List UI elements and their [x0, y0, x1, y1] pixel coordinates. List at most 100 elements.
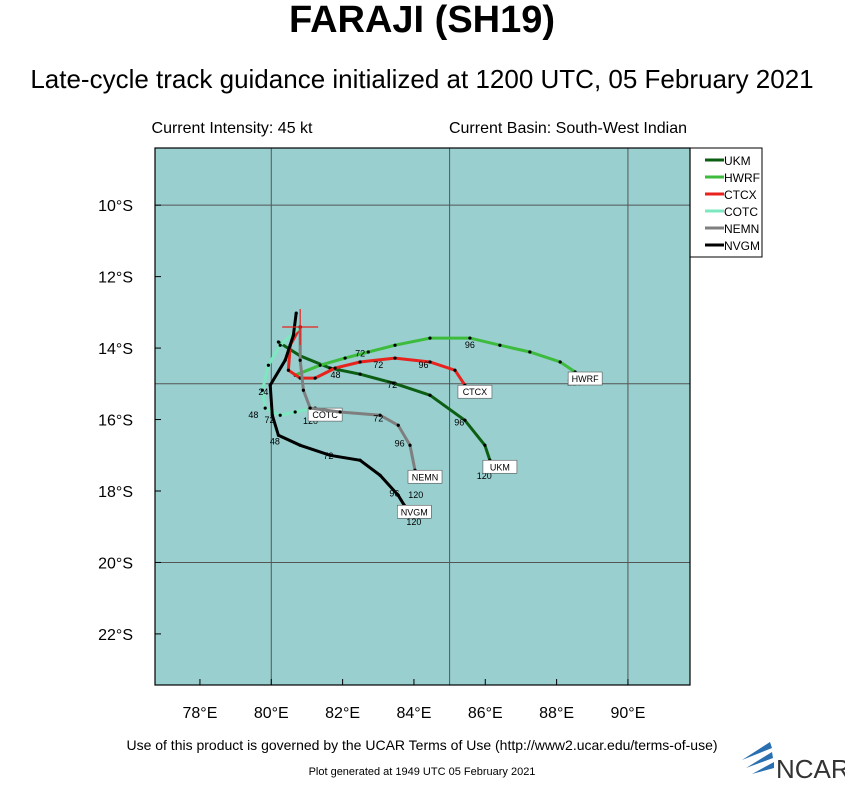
- hour-label: 72: [355, 348, 365, 358]
- track-point: [263, 406, 267, 410]
- y-tick-label: 16°S: [98, 413, 133, 430]
- track-point: [366, 350, 370, 354]
- legend-label: HWRF: [724, 171, 760, 185]
- hour-label: 48: [248, 410, 258, 420]
- track-point: [276, 340, 281, 344]
- hour-label: 96: [395, 438, 405, 448]
- x-tick-label: 86°E: [468, 705, 503, 722]
- track-point: [308, 406, 312, 410]
- track-point: [558, 360, 562, 364]
- x-tick-label: 88°E: [539, 705, 574, 722]
- track-point: [408, 443, 412, 447]
- title: FARAJI (SH19): [289, 0, 555, 41]
- hour-label: 48: [270, 437, 280, 447]
- track-point: [358, 360, 362, 364]
- basin: Current Basin: South-West Indian: [449, 120, 687, 137]
- x-tick-label: 84°E: [397, 705, 432, 722]
- hour-label: 120: [477, 471, 492, 481]
- track-point: [278, 343, 282, 347]
- track-name: NEMN: [412, 472, 439, 482]
- track-point: [266, 363, 271, 367]
- legend-label: UKM: [724, 154, 751, 168]
- logo-text: NCAR: [776, 754, 845, 780]
- track-point: [268, 383, 272, 387]
- track-point: [313, 376, 317, 380]
- logo: NCAR: [742, 742, 845, 784]
- track-name: HWRF: [572, 374, 599, 384]
- legend-label: NVGM: [724, 239, 760, 253]
- hour-label: 72: [373, 360, 383, 370]
- track-name-box: [397, 504, 432, 519]
- track-point: [393, 343, 397, 347]
- generated: Plot generated at 1949 UTC 05 February 2…: [309, 766, 536, 778]
- track-point: [358, 458, 362, 462]
- track-point: [333, 366, 337, 370]
- map-background: [155, 148, 690, 685]
- hour-label: 96: [454, 417, 464, 427]
- hour-label: 96: [419, 360, 429, 370]
- track-point: [428, 336, 432, 340]
- hour-label: 72: [264, 415, 274, 425]
- x-tick-label: 82°E: [325, 705, 360, 722]
- intensity: Current Intensity: 45 kt: [152, 120, 314, 137]
- track-name-box: [482, 459, 518, 474]
- y-tick-label: 14°S: [98, 341, 133, 358]
- track-point: [498, 343, 502, 347]
- track-line: [268, 312, 406, 507]
- track-point: [328, 453, 332, 457]
- track-point: [396, 423, 400, 427]
- track-point: [270, 413, 274, 417]
- track-point: [393, 356, 397, 360]
- hour-label: 72: [387, 380, 397, 390]
- y-tick-label: 18°S: [98, 484, 133, 501]
- hour-label: 96: [389, 488, 399, 498]
- hour-label: 24: [258, 387, 268, 397]
- x-tick-label: 90°E: [611, 705, 646, 722]
- track-name: CTCX: [463, 387, 488, 397]
- track-point: [260, 388, 264, 392]
- track-point: [378, 413, 382, 417]
- track-point: [428, 360, 432, 364]
- legend-frame: [689, 147, 763, 258]
- subtitle: Late-cycle track guidance initialized at…: [30, 64, 813, 94]
- track-point: [378, 473, 382, 477]
- track-point: [483, 443, 487, 447]
- track-point: [291, 333, 295, 337]
- x-tick-label: 78°E: [183, 705, 218, 722]
- y-tick-label: 22°S: [98, 627, 133, 644]
- track-name-box: [567, 371, 603, 386]
- map-frame: [154, 147, 691, 686]
- track-point: [294, 311, 298, 315]
- track-point: [343, 356, 347, 360]
- track-point: [428, 393, 432, 397]
- y-tick-label: 10°S: [98, 198, 133, 215]
- hour-label: 120: [406, 517, 421, 527]
- footer: Use of this product is governed by the U…: [126, 737, 717, 753]
- track-point: [396, 493, 400, 497]
- track-point: [338, 410, 342, 414]
- track-point: [278, 413, 282, 417]
- track-line: [260, 325, 316, 417]
- y-tick-label: 12°S: [98, 270, 133, 287]
- track-name: COTC: [312, 410, 338, 420]
- track-name-box: [457, 384, 493, 399]
- track-point: [293, 410, 297, 414]
- track-point: [358, 372, 362, 376]
- track-point: [453, 368, 457, 372]
- track-point: [391, 381, 395, 385]
- hour-label: 72: [373, 413, 383, 423]
- hour-label: 48: [330, 370, 340, 380]
- track-point: [528, 350, 532, 354]
- track-point: [298, 358, 302, 362]
- track-name: NVGM: [401, 507, 428, 517]
- track-point: [301, 388, 305, 392]
- track-point: [298, 443, 302, 447]
- hour-label: 72: [323, 451, 333, 461]
- hour-label: 120: [408, 490, 423, 500]
- hour-label: 96: [465, 340, 475, 350]
- legend-label: NEMN: [724, 222, 759, 236]
- track-point: [286, 368, 290, 372]
- track-point: [283, 358, 287, 362]
